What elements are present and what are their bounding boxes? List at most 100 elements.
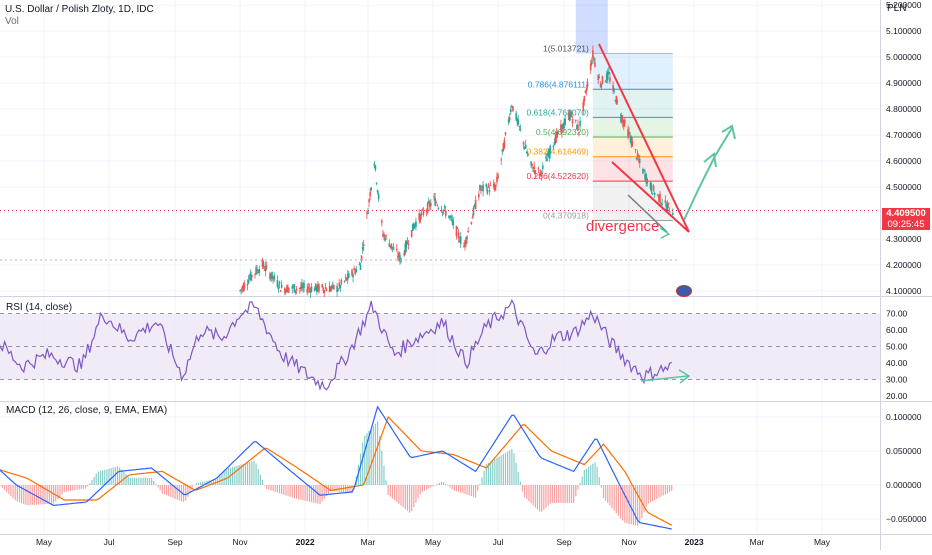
macd-histogram-bar bbox=[585, 468, 588, 486]
macd-histogram-bar bbox=[351, 485, 353, 493]
macd-histogram-bar bbox=[521, 485, 524, 492]
macd-histogram-bar bbox=[238, 465, 240, 486]
candle-body bbox=[390, 243, 393, 248]
macd-histogram-bar bbox=[163, 485, 166, 495]
candle-body bbox=[586, 82, 589, 87]
macd-histogram-bar bbox=[528, 485, 530, 502]
macd-histogram-bar bbox=[362, 442, 364, 486]
macd-histogram-bar bbox=[400, 485, 402, 506]
macd-histogram-bar bbox=[121, 469, 123, 486]
candle-body bbox=[373, 163, 376, 166]
macd-histogram-bar bbox=[59, 485, 61, 497]
candle-body bbox=[441, 212, 444, 214]
candle-body bbox=[381, 220, 383, 223]
macd-histogram-bar bbox=[524, 485, 526, 497]
candle-body bbox=[473, 204, 476, 207]
candle-body bbox=[531, 163, 533, 166]
macd-histogram-bar bbox=[302, 485, 304, 501]
macd-histogram-bar bbox=[445, 483, 447, 486]
candle-body bbox=[630, 137, 633, 145]
macd-histogram-bar bbox=[14, 485, 16, 501]
macd-histogram-bar bbox=[298, 485, 300, 500]
candle-body bbox=[368, 199, 370, 203]
candle-body bbox=[539, 170, 542, 173]
macd-histogram-bar bbox=[76, 485, 78, 490]
macd-histogram-bar bbox=[583, 469, 585, 486]
macd-histogram-bar bbox=[283, 485, 285, 495]
x-tick-label: Sep bbox=[557, 537, 572, 547]
macd-histogram-bar bbox=[325, 485, 328, 497]
macd-histogram-bar bbox=[588, 466, 590, 486]
macd-histogram-bar bbox=[560, 485, 562, 503]
candle-body bbox=[474, 199, 477, 210]
candle-body bbox=[541, 165, 544, 170]
candle-body bbox=[359, 264, 362, 271]
candle-body bbox=[240, 289, 242, 291]
fib-zone bbox=[592, 156, 673, 182]
candle-body bbox=[628, 131, 630, 135]
candle-body bbox=[384, 236, 386, 241]
macd-histogram-bar bbox=[95, 473, 97, 486]
candle-body bbox=[552, 145, 555, 148]
candle-body bbox=[605, 73, 608, 81]
macd-histogram-bar bbox=[436, 484, 438, 486]
macd-histogram-bar bbox=[189, 485, 191, 494]
macd-histogram-bar bbox=[671, 485, 673, 492]
macd-histogram-bar bbox=[656, 485, 658, 499]
candle-body bbox=[336, 285, 338, 293]
fib-level-label: 0.236(4.522620) bbox=[526, 171, 589, 181]
price-tick-label: 5.200000 bbox=[886, 0, 922, 10]
candle-body bbox=[346, 273, 349, 280]
macd-histogram-bar bbox=[443, 482, 445, 486]
candle-body bbox=[636, 152, 639, 157]
candle-body bbox=[254, 273, 256, 275]
volume-label: Vol bbox=[5, 16, 19, 27]
macd-histogram-bar bbox=[494, 459, 496, 486]
macd-histogram-bar bbox=[197, 482, 200, 486]
candle-body bbox=[608, 71, 610, 74]
candle-body bbox=[524, 144, 527, 149]
macd-histogram-bar bbox=[285, 485, 287, 496]
forecast-zone bbox=[575, 0, 608, 54]
macd-histogram-bar bbox=[543, 485, 545, 510]
macd-histogram-bar bbox=[411, 485, 413, 512]
candle-body bbox=[443, 206, 446, 208]
x-tick-label: 2022 bbox=[296, 537, 315, 547]
macd-histogram-bar bbox=[219, 475, 221, 486]
x-tick-label: Mar bbox=[361, 537, 376, 547]
candle-body bbox=[420, 212, 423, 216]
macd-histogram-bar bbox=[174, 485, 176, 499]
currency-label: PLN bbox=[887, 3, 907, 14]
macd-histogram-bar bbox=[438, 483, 440, 486]
macd-histogram-bar bbox=[609, 485, 611, 506]
candle-body bbox=[621, 118, 624, 123]
macd-histogram-bar bbox=[364, 435, 366, 486]
macd-histogram-bar bbox=[31, 485, 33, 505]
candle-body bbox=[276, 279, 279, 287]
macd-histogram-bar bbox=[660, 485, 662, 497]
macd-histogram-bar bbox=[359, 453, 362, 486]
macd-histogram-bar bbox=[61, 485, 63, 495]
macd-histogram-bar bbox=[272, 485, 274, 492]
candle-body bbox=[583, 95, 586, 102]
price-tick-label: 5.000000 bbox=[886, 52, 922, 62]
macd-histogram-bar bbox=[347, 485, 349, 493]
candle-body bbox=[651, 192, 654, 195]
macd-histogram-bar bbox=[426, 485, 428, 490]
candle-body bbox=[376, 190, 379, 193]
candle-body bbox=[615, 96, 618, 104]
macd-line bbox=[0, 405, 672, 530]
candle-body bbox=[472, 207, 475, 216]
macd-histogram-bar bbox=[381, 450, 383, 486]
macd-histogram-bar bbox=[545, 485, 547, 508]
x-tick-label: May bbox=[814, 537, 831, 547]
candle-body bbox=[601, 76, 604, 84]
rsi-legend: RSI (14, close) bbox=[6, 302, 73, 313]
macd-histogram-bar bbox=[185, 485, 187, 501]
macd-histogram-bar bbox=[48, 485, 50, 504]
fib-zone bbox=[592, 53, 673, 90]
macd-histogram-bar bbox=[291, 485, 293, 498]
macd-histogram-bar bbox=[366, 433, 368, 486]
candle-body bbox=[251, 275, 253, 278]
